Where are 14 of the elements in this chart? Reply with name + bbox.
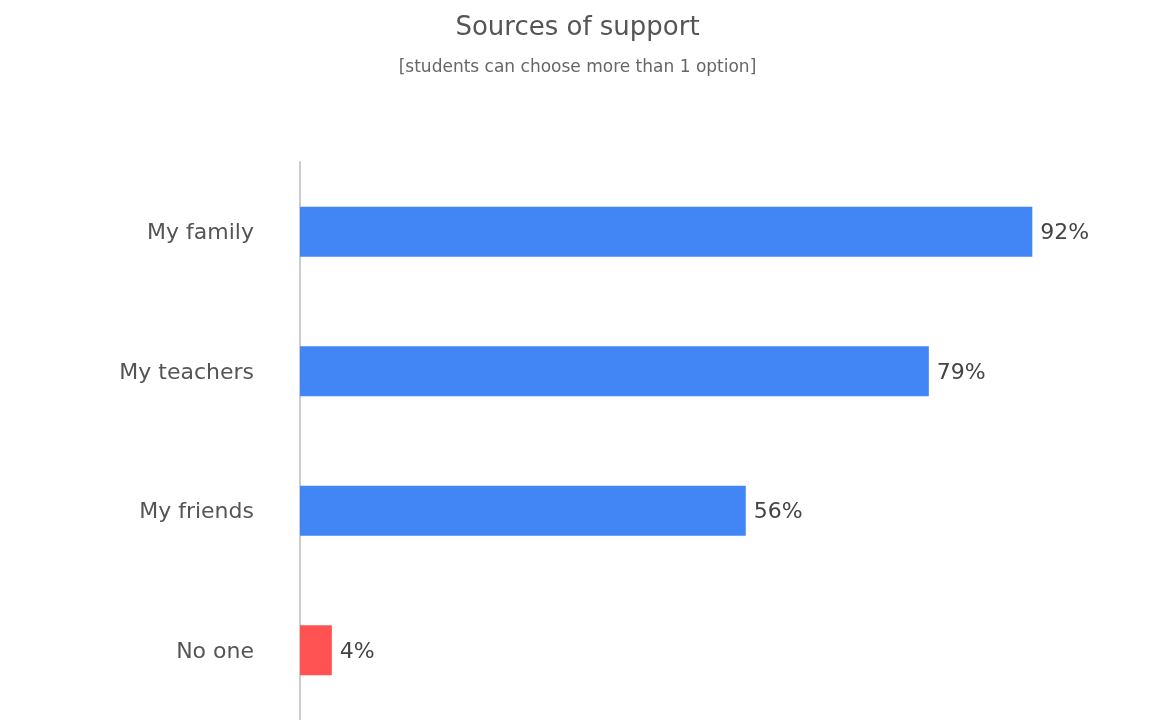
y-tick-label: My teachers xyxy=(119,358,254,384)
data-label: 92% xyxy=(1040,219,1090,245)
bar xyxy=(300,485,746,536)
chart-subtitle: [students can choose more than 1 option] xyxy=(398,55,757,76)
y-tick-label: My friends xyxy=(139,498,254,524)
chart-title: Sources of support xyxy=(455,11,700,41)
data-label: 56% xyxy=(753,498,803,524)
y-tick-label: My family xyxy=(147,219,254,245)
bar xyxy=(300,206,1033,257)
y-tick-label: No one xyxy=(176,637,254,663)
bar xyxy=(300,625,332,676)
bar xyxy=(300,346,929,397)
data-label: 79% xyxy=(936,358,986,384)
data-label: 4% xyxy=(339,637,375,663)
